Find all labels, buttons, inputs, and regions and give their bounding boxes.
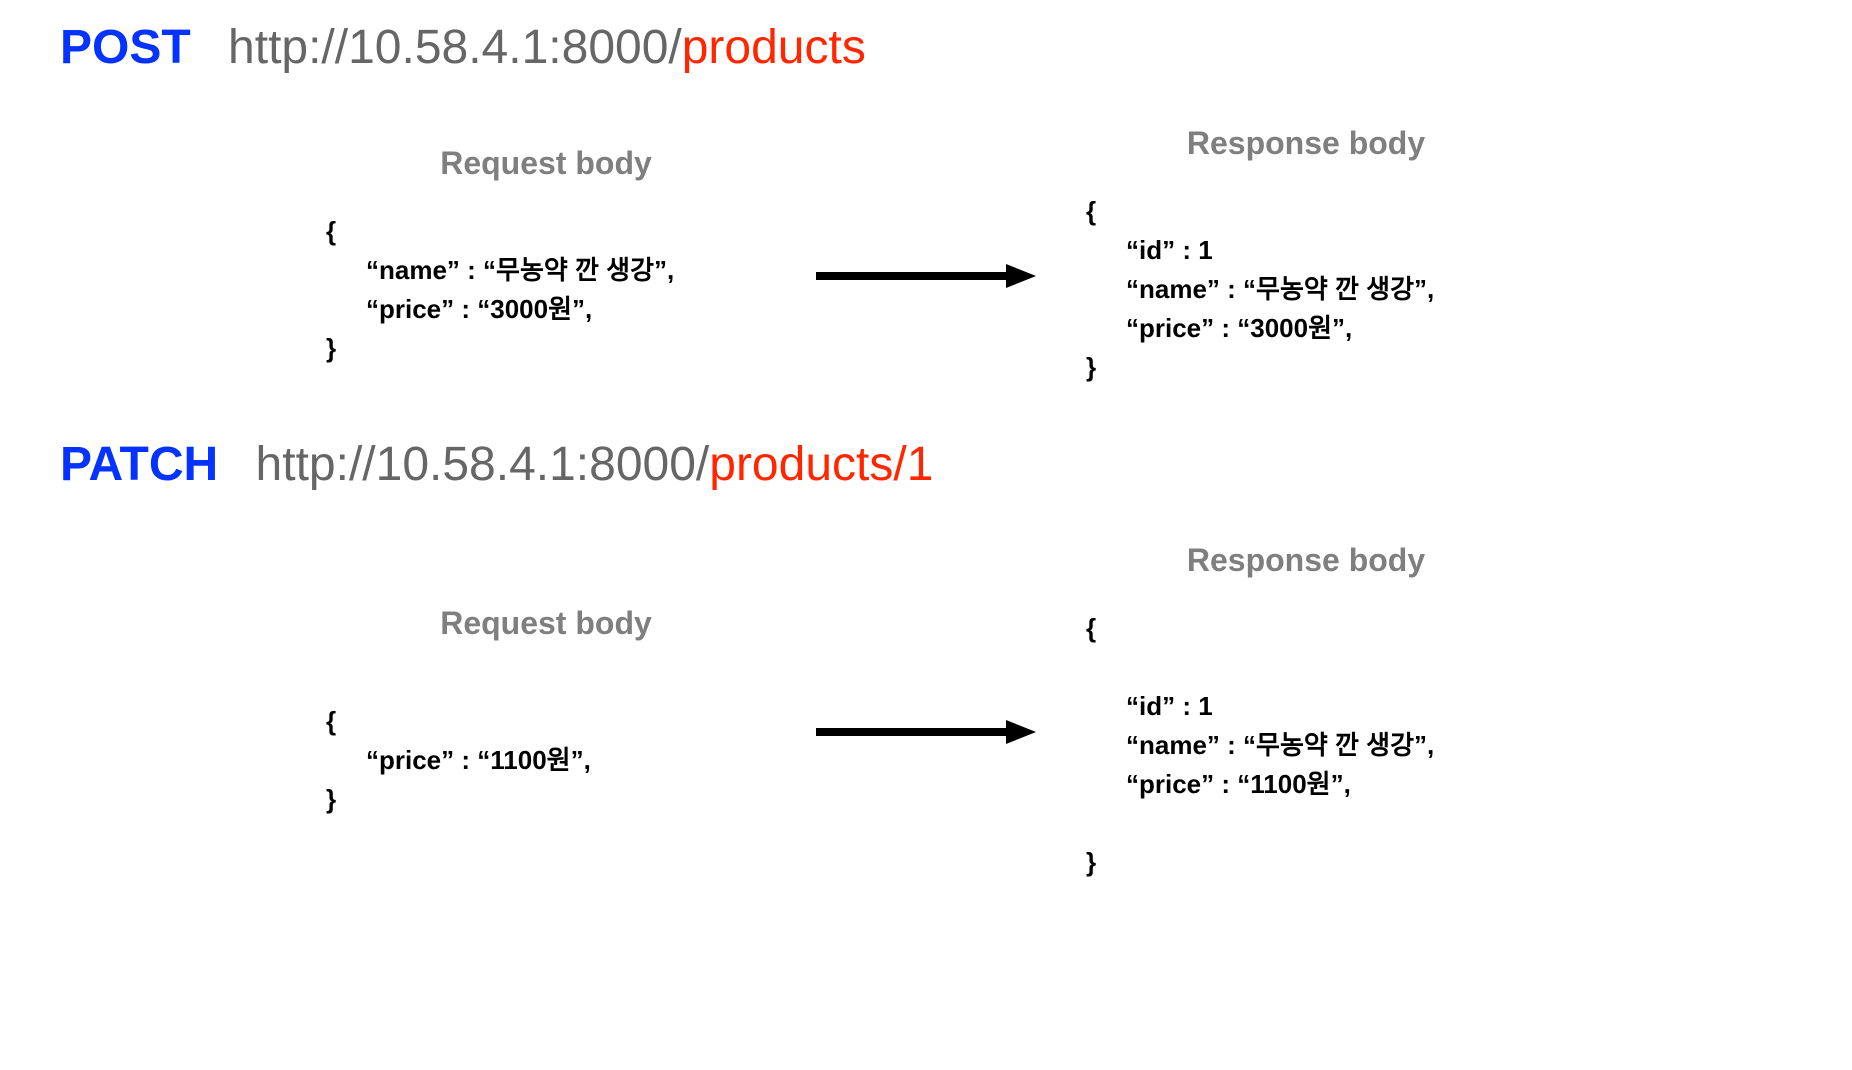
- json-line: “price” : “3000원”,: [1086, 309, 1526, 348]
- request-column: Request body { “name” : “무농약 깐 생강”, “pri…: [326, 145, 766, 368]
- body-row: Request body { “price” : “1100원”, } Resp…: [60, 542, 1792, 882]
- json-line: “name” : “무농약 깐 생강”,: [1086, 726, 1526, 765]
- json-blank-line: [1086, 804, 1526, 843]
- request-json: { “name” : “무농약 깐 생강”, “price” : “3000원”…: [326, 212, 766, 368]
- json-line: “price” : “1100원”,: [326, 741, 766, 780]
- arrow-icon: [816, 717, 1036, 747]
- json-close-brace: }: [1086, 843, 1526, 882]
- json-line: “name” : “무농약 깐 생강”,: [326, 251, 766, 290]
- url-base: http://10.58.4.1:8000/: [256, 438, 710, 491]
- url-base: http://10.58.4.1:8000/: [228, 21, 682, 74]
- response-body-label: Response body: [1086, 125, 1526, 162]
- arrow-container: [806, 717, 1046, 747]
- endpoint-line: PATCH http://10.58.4.1:8000/products/1: [60, 437, 1792, 492]
- http-method: PATCH: [60, 438, 218, 491]
- json-line: “price” : “3000원”,: [326, 290, 766, 329]
- json-line: “id” : 1: [1086, 687, 1526, 726]
- response-body-label: Response body: [1086, 542, 1526, 579]
- json-line: “price” : “1100원”,: [1086, 765, 1526, 804]
- response-json: { “id” : 1 “name” : “무농약 깐 생강”, “price” …: [1086, 609, 1526, 882]
- json-open-brace: {: [1086, 192, 1526, 231]
- json-line: “name” : “무농약 깐 생강”,: [1086, 270, 1526, 309]
- arrow-container: [806, 261, 1046, 291]
- response-column: Response body { “id” : 1 “name” : “무농약 깐…: [1086, 542, 1526, 882]
- response-column: Response body { “id” : 1 “name” : “무농약 깐…: [1086, 125, 1526, 387]
- request-column: Request body { “price” : “1100원”, }: [326, 605, 766, 819]
- json-close-brace: }: [1086, 348, 1526, 387]
- json-close-brace: }: [326, 329, 766, 368]
- body-row: Request body { “name” : “무농약 깐 생강”, “pri…: [60, 125, 1792, 387]
- endpoint-line: POST http://10.58.4.1:8000/products: [60, 20, 1792, 75]
- response-json: { “id” : 1 “name” : “무농약 깐 생강”, “price” …: [1086, 192, 1526, 387]
- url-path: products: [682, 21, 866, 74]
- json-blank-line: [1086, 648, 1526, 687]
- json-open-brace: {: [326, 212, 766, 251]
- json-line: “id” : 1: [1086, 231, 1526, 270]
- json-open-brace: {: [1086, 609, 1526, 648]
- json-open-brace: {: [326, 702, 766, 741]
- request-body-label: Request body: [326, 605, 766, 642]
- arrow-icon: [816, 261, 1036, 291]
- http-method: POST: [60, 21, 191, 74]
- json-close-brace: }: [326, 780, 766, 819]
- url-path: products/1: [709, 438, 933, 491]
- request-json: { “price” : “1100원”, }: [326, 702, 766, 819]
- post-section: POST http://10.58.4.1:8000/products Requ…: [60, 20, 1792, 387]
- request-body-label: Request body: [326, 145, 766, 182]
- patch-section: PATCH http://10.58.4.1:8000/products/1 R…: [60, 437, 1792, 882]
